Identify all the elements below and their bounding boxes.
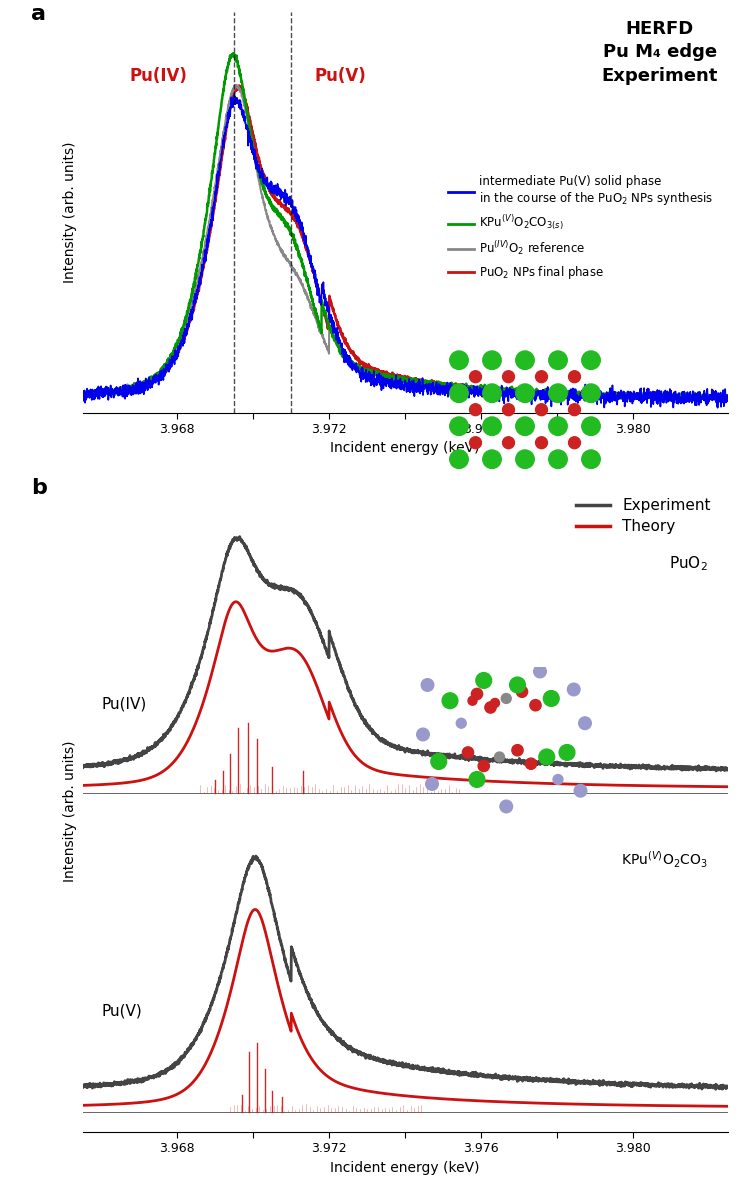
- Circle shape: [516, 417, 534, 435]
- Circle shape: [526, 758, 537, 770]
- Text: a: a: [31, 4, 46, 24]
- Circle shape: [426, 778, 438, 790]
- Circle shape: [490, 698, 500, 707]
- Circle shape: [568, 683, 580, 696]
- Text: KPu$^{(V)}$O$_2$CO$_3$: KPu$^{(V)}$O$_2$CO$_3$: [621, 850, 708, 870]
- Circle shape: [430, 753, 447, 770]
- Circle shape: [568, 436, 580, 449]
- Circle shape: [536, 370, 548, 383]
- Circle shape: [553, 775, 563, 784]
- Circle shape: [568, 403, 580, 416]
- Circle shape: [516, 351, 534, 369]
- Text: HERFD
Pu M₄ edge
Experiment: HERFD Pu M₄ edge Experiment: [602, 20, 718, 85]
- Circle shape: [549, 417, 567, 435]
- Circle shape: [478, 760, 490, 771]
- Circle shape: [483, 450, 501, 468]
- Circle shape: [442, 693, 458, 709]
- Circle shape: [483, 417, 501, 435]
- Legend: Experiment, Theory: Experiment, Theory: [570, 492, 717, 540]
- Text: Pu(V): Pu(V): [101, 1003, 142, 1019]
- Circle shape: [503, 370, 515, 383]
- Circle shape: [503, 436, 515, 449]
- Circle shape: [501, 693, 512, 704]
- Text: b: b: [31, 477, 46, 498]
- Circle shape: [470, 436, 482, 449]
- Text: PuO$_2$: PuO$_2$: [670, 555, 708, 573]
- X-axis label: Incident energy (keV): Incident energy (keV): [330, 1161, 480, 1174]
- Circle shape: [536, 403, 548, 416]
- Circle shape: [470, 403, 482, 416]
- Circle shape: [450, 450, 468, 468]
- Circle shape: [450, 384, 468, 402]
- Circle shape: [470, 771, 485, 788]
- Circle shape: [582, 351, 600, 369]
- Y-axis label: Intensity (arb. units): Intensity (arb. units): [63, 740, 77, 882]
- Circle shape: [462, 746, 474, 758]
- Circle shape: [530, 699, 542, 711]
- Circle shape: [517, 686, 528, 697]
- Circle shape: [510, 677, 526, 693]
- Circle shape: [549, 450, 567, 468]
- Circle shape: [516, 384, 534, 402]
- Circle shape: [582, 450, 600, 468]
- X-axis label: Incident energy (keV): Incident energy (keV): [330, 441, 480, 455]
- Circle shape: [574, 784, 586, 797]
- Circle shape: [468, 697, 477, 705]
- Circle shape: [516, 450, 534, 468]
- Circle shape: [539, 749, 555, 765]
- Circle shape: [503, 403, 515, 416]
- Y-axis label: Intensity (arb. units): Intensity (arb. units): [63, 141, 77, 283]
- Text: Pu(V): Pu(V): [315, 67, 366, 85]
- Circle shape: [512, 745, 523, 756]
- Circle shape: [549, 384, 567, 402]
- Circle shape: [534, 665, 546, 678]
- Circle shape: [560, 745, 575, 760]
- Circle shape: [470, 370, 482, 383]
- Circle shape: [472, 689, 483, 699]
- Legend: intermediate Pu(V) solid phase
in the course of the PuO$_2$ NPs synthesis, KPu$^: intermediate Pu(V) solid phase in the co…: [442, 170, 718, 285]
- Circle shape: [417, 729, 429, 740]
- Circle shape: [483, 384, 501, 402]
- Circle shape: [422, 679, 434, 691]
- Circle shape: [494, 752, 505, 762]
- Circle shape: [579, 717, 591, 730]
- Circle shape: [500, 801, 512, 812]
- Circle shape: [483, 351, 501, 369]
- Circle shape: [568, 370, 580, 383]
- Circle shape: [476, 672, 492, 689]
- Text: Pu(IV): Pu(IV): [101, 696, 147, 711]
- Circle shape: [456, 718, 466, 729]
- Circle shape: [450, 351, 468, 369]
- Circle shape: [582, 417, 600, 435]
- Circle shape: [582, 384, 600, 402]
- Circle shape: [485, 702, 496, 713]
- Text: Pu(IV): Pu(IV): [130, 67, 188, 85]
- Circle shape: [450, 417, 468, 435]
- Circle shape: [549, 351, 567, 369]
- Circle shape: [536, 436, 548, 449]
- Circle shape: [543, 691, 560, 706]
